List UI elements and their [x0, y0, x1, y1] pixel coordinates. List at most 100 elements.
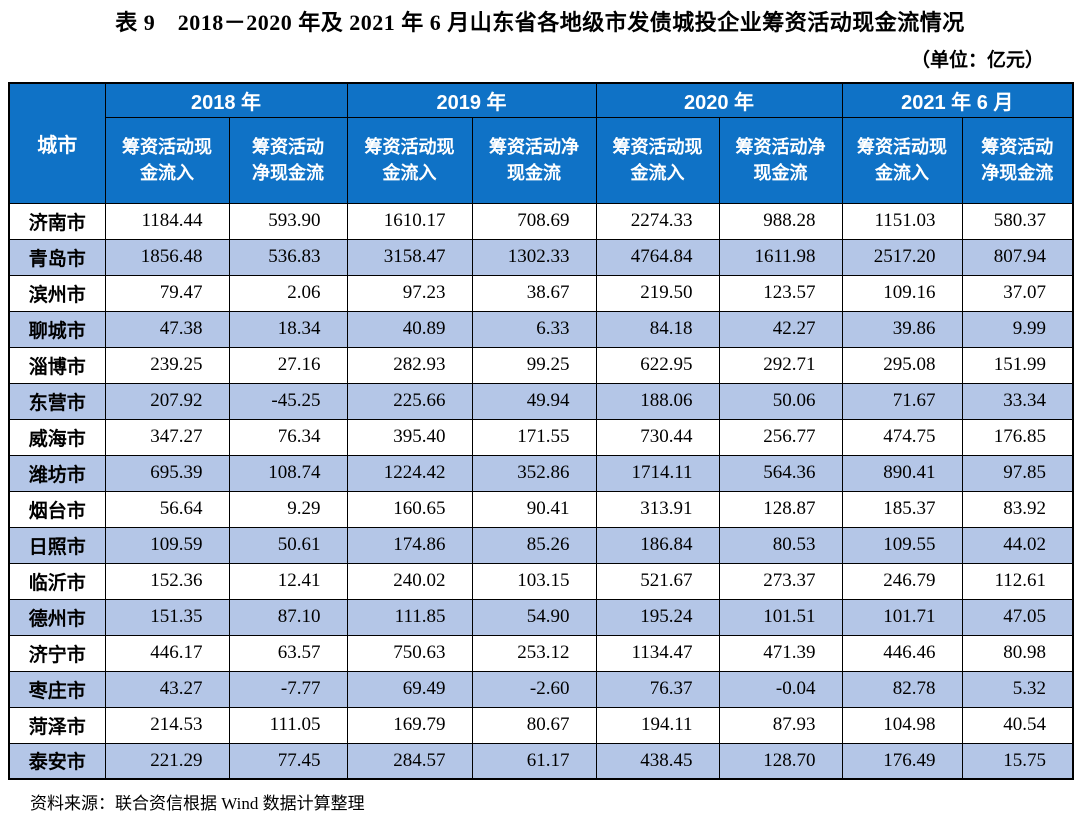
value-cell: 103.15 — [471, 562, 597, 600]
value-cell: 39.86 — [841, 310, 963, 348]
value-cell: 221.29 — [104, 742, 230, 780]
value-cell: 295.08 — [841, 346, 963, 384]
value-cell: 174.86 — [346, 526, 473, 564]
value-cell: 40.89 — [346, 310, 473, 348]
column-header-2020-net: 筹资活动净现金流 — [718, 116, 843, 204]
value-cell: 79.47 — [104, 274, 230, 312]
column-header-2019-net: 筹资活动净现金流 — [471, 116, 597, 204]
value-cell: 90.41 — [471, 490, 597, 528]
value-cell: 27.16 — [228, 346, 348, 384]
value-cell: 50.06 — [718, 382, 843, 420]
table-row: 烟台市 56.64 9.29 160.65 90.41 313.91 128.87 185.3… — [8, 490, 1074, 528]
value-cell: 219.50 — [595, 274, 720, 312]
value-cell: 521.67 — [595, 562, 720, 600]
value-cell: 807.94 — [961, 238, 1074, 276]
value-cell: 151.99 — [961, 346, 1074, 384]
table-row: 日照市 109.59 50.61 174.86 85.26 186.84 80.53 109.… — [8, 526, 1074, 564]
table-row: 济南市 1184.44 593.90 1610.17 708.69 2274.33 988.… — [8, 202, 1074, 240]
value-cell: 1184.44 — [104, 202, 230, 240]
value-cell: 97.23 — [346, 274, 473, 312]
value-cell: 152.36 — [104, 562, 230, 600]
city-cell: 济南市 — [8, 202, 106, 240]
table-row: 泰安市 221.29 77.45 284.57 61.17 438.45 128.70 176… — [8, 742, 1074, 780]
value-cell: 82.78 — [841, 670, 963, 708]
value-cell: 6.33 — [471, 310, 597, 348]
value-cell: 111.85 — [346, 598, 473, 636]
value-cell: 104.98 — [841, 706, 963, 744]
table-row: 枣庄市 43.27 -7.77 69.49 -2.60 76.37 -0.04 82.78 5.… — [8, 670, 1074, 708]
value-cell: 890.41 — [841, 454, 963, 492]
value-cell: 438.45 — [595, 742, 720, 780]
value-cell: 123.57 — [718, 274, 843, 312]
value-cell: 76.34 — [228, 418, 348, 456]
table-row: 威海市 347.27 76.34 395.40 171.55 730.44 256.77 47… — [8, 418, 1074, 456]
value-cell: 1610.17 — [346, 202, 473, 240]
value-cell: 43.27 — [104, 670, 230, 708]
value-cell: 61.17 — [471, 742, 597, 780]
value-cell: 1302.33 — [471, 238, 597, 276]
value-cell: 38.67 — [471, 274, 597, 312]
city-cell: 青岛市 — [8, 238, 106, 276]
value-cell: 282.93 — [346, 346, 473, 384]
value-cell: 395.40 — [346, 418, 473, 456]
value-cell: 1856.48 — [104, 238, 230, 276]
value-cell: 108.74 — [228, 454, 348, 492]
table-caption: 表 9 2018－2020 年及 2021 年 6 月山东省各地级市发债城投企业… — [115, 10, 965, 35]
city-cell: 聊城市 — [8, 310, 106, 348]
value-cell: 695.39 — [104, 454, 230, 492]
value-cell: 83.92 — [961, 490, 1074, 528]
value-cell: 12.41 — [228, 562, 348, 600]
value-cell: 3158.47 — [346, 238, 473, 276]
value-cell: 5.32 — [961, 670, 1074, 708]
value-cell: 109.55 — [841, 526, 963, 564]
value-cell: 87.10 — [228, 598, 348, 636]
value-cell: 47.38 — [104, 310, 230, 348]
city-cell: 枣庄市 — [8, 670, 106, 708]
column-group-2019: 2019 年 — [346, 82, 597, 118]
value-cell: 9.99 — [961, 310, 1074, 348]
city-cell: 临沂市 — [8, 562, 106, 600]
table-row: 济宁市 446.17 63.57 750.63 253.12 1134.47 471.39 4… — [8, 634, 1074, 672]
city-cell: 日照市 — [8, 526, 106, 564]
city-cell: 滨州市 — [8, 274, 106, 312]
value-cell: 171.55 — [471, 418, 597, 456]
value-cell: 49.94 — [471, 382, 597, 420]
value-cell: 185.37 — [841, 490, 963, 528]
value-cell: 580.37 — [961, 202, 1074, 240]
table-row: 淄博市 239.25 27.16 282.93 99.25 622.95 292.71 295… — [8, 346, 1074, 384]
value-cell: 169.79 — [346, 706, 473, 744]
value-cell: 708.69 — [471, 202, 597, 240]
value-cell: 84.18 — [595, 310, 720, 348]
column-group-2018: 2018 年 — [104, 82, 348, 118]
value-cell: 292.71 — [718, 346, 843, 384]
column-group-2021-06: 2021 年 6 月 — [841, 82, 1074, 118]
value-cell: 101.71 — [841, 598, 963, 636]
value-cell: 347.27 — [104, 418, 230, 456]
value-cell: 730.44 — [595, 418, 720, 456]
column-header-city: 城市 — [8, 82, 106, 204]
value-cell: 112.61 — [961, 562, 1074, 600]
value-cell: 1151.03 — [841, 202, 963, 240]
table-row: 青岛市 1856.48 536.83 3158.47 1302.33 4764.84 161… — [8, 238, 1074, 276]
value-cell: 69.49 — [346, 670, 473, 708]
value-cell: 256.77 — [718, 418, 843, 456]
value-cell: 128.70 — [718, 742, 843, 780]
value-cell: 50.61 — [228, 526, 348, 564]
value-cell: 18.34 — [228, 310, 348, 348]
value-cell: 111.05 — [228, 706, 348, 744]
value-cell: 1134.47 — [595, 634, 720, 672]
city-cell: 菏泽市 — [8, 706, 106, 744]
table-row: 德州市 151.35 87.10 111.85 54.90 195.24 101.51 101… — [8, 598, 1074, 636]
value-cell: 313.91 — [595, 490, 720, 528]
table-row: 滨州市 79.47 2.06 97.23 38.67 219.50 123.57 109.16… — [8, 274, 1074, 312]
value-cell: 99.25 — [471, 346, 597, 384]
value-cell: 54.90 — [471, 598, 597, 636]
table-row: 潍坊市 695.39 108.74 1224.42 352.86 1714.11 564.3… — [8, 454, 1074, 492]
city-cell: 烟台市 — [8, 490, 106, 528]
column-header-2019-inflow: 筹资活动现金流入 — [346, 116, 473, 204]
value-cell: 194.11 — [595, 706, 720, 744]
value-cell: 80.98 — [961, 634, 1074, 672]
column-header-2021-net: 筹资活动净现金流 — [961, 116, 1074, 204]
value-cell: 80.67 — [471, 706, 597, 744]
city-cell: 淄博市 — [8, 346, 106, 384]
